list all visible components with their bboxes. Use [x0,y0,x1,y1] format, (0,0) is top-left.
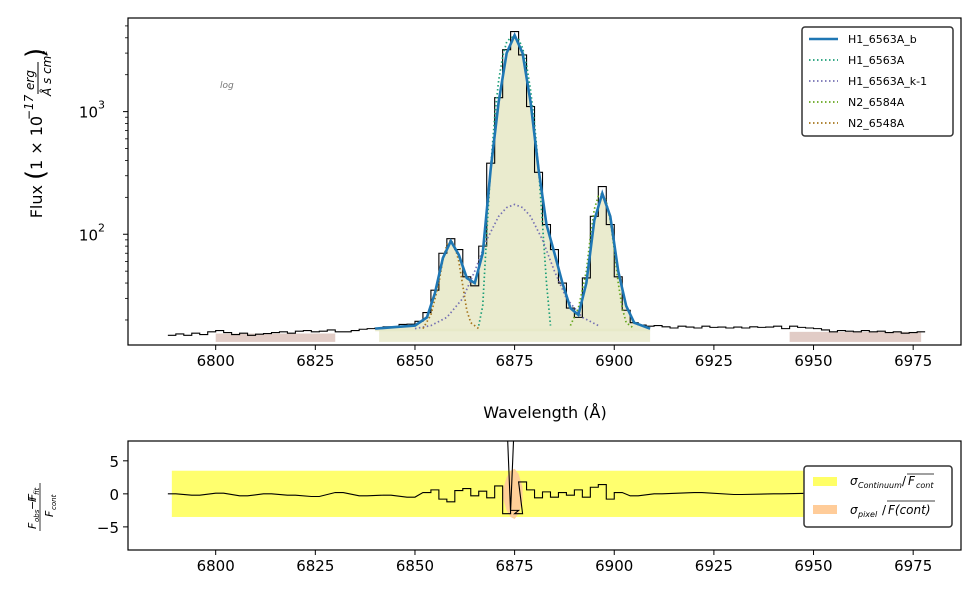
legend-swatch-pixel [813,505,837,514]
residual-legend: σ Continuum / F cont σ pixel / F(cont) [803,465,953,528]
svg-text:F: F [26,493,39,500]
svg-text:Flux: Flux [27,185,46,218]
svg-text:F(cont): F(cont) [888,503,931,517]
pixel-sigma-band [502,468,523,519]
residual-x-ticks: 6800 6825 6850 6875 6900 6925 6950 6975 [197,550,932,575]
svg-text:(: ( [21,170,51,180]
main-x-ticks: 6800 6825 6850 6875 6900 6925 6950 6975 [197,345,932,370]
legend-label: H1_6563A_b [848,33,917,46]
legend-label-pixel: σ pixel / F(cont) [850,500,935,519]
svg-text:1 × 10: 1 × 10 [27,116,46,170]
svg-text:F: F [26,522,39,529]
x-tick-label: 6925 [695,557,733,575]
x-tick-label: 6800 [197,352,235,370]
continuum-band [215,333,336,342]
x-tick-label: 6925 [695,352,733,370]
svg-text:Å s cm²: Å s cm² [39,51,54,97]
x-tick-label: 6975 [894,352,932,370]
x-tick-label: 6825 [296,557,334,575]
x-tick-label: 6900 [595,352,633,370]
continuum-band [789,331,922,342]
x-tick-label: 6850 [396,557,434,575]
legend-swatch-continuum [813,477,837,486]
fit-series [375,31,651,330]
series-h1-6563a-k-1 [414,203,599,330]
main-legend-box [801,26,954,137]
legend-label: H1_6563A [848,54,905,67]
svg-text:σ: σ [850,503,858,517]
x-tick-label: 6850 [396,352,434,370]
x-tick-label: 6875 [496,352,534,370]
line-fill-area [375,35,651,332]
y-axis-label: Flux ( 1 × 10 −17 erg Å s cm² ) [21,48,54,218]
x-tick-label: 6875 [496,557,534,575]
continuum-band [379,328,651,342]
legend-label: N2_6584A [848,96,905,109]
main-legend: H1_6563A_b H1_6563A H1_6563A_k-1 N2_6584A N2… [801,26,954,137]
svg-text:fit: fit [33,487,41,495]
main-frame [127,17,962,346]
legend-label-continuum: σ Continuum / F cont [850,473,934,490]
svg-text:F: F [26,495,39,502]
observed-step-line [167,30,926,336]
svg-text:σ: σ [850,474,858,488]
observed-spectrum [167,30,926,336]
residual-y-tick-label: 0 [109,486,119,504]
svg-text:Continuum: Continuum [858,481,902,490]
y-tick-label-base: 10 [79,226,98,244]
svg-text:cont: cont [50,494,58,510]
x-tick-label: 6975 [894,557,932,575]
y-tick-label-exp: 2 [98,221,105,234]
svg-text:F: F [908,474,916,488]
series-h1-6563a-b [375,31,651,330]
log-annotation: log [220,81,234,91]
x-tick-label: 6800 [197,557,235,575]
legend-label: H1_6563A_k-1 [848,75,927,88]
y-tick-label-exp: 3 [98,99,105,112]
residual-y-tick-label: 5 [109,453,119,471]
residual-y-axis-label: F F obs − F fit F cont [26,483,58,531]
svg-text:): ) [21,48,51,58]
y-tick-label-base: 10 [79,104,98,122]
svg-text:obs: obs [33,509,41,522]
x-tick-label: 6950 [794,557,832,575]
svg-text:F: F [43,510,56,517]
legend-label: N2_6548A [848,117,905,130]
residual-frame [127,440,962,551]
svg-text:pixel: pixel [857,510,878,519]
continuum-bands [215,328,922,342]
residual-line [167,441,926,515]
svg-text:/: / [902,474,907,488]
svg-text:/: / [882,503,887,517]
x-tick-label: 6950 [794,352,832,370]
residual-legend-box [803,465,953,528]
residual-panel: 6800 6825 6850 6875 6900 6925 6950 6975 −5 0 5 σ … [26,440,962,575]
residual-step-line [167,441,926,515]
series-n2-6548a [422,238,480,330]
x-tick-label: 6825 [296,352,334,370]
svg-text:−17: −17 [22,94,36,120]
svg-text:−: − [26,501,39,510]
residual-y-tick-label: −5 [97,519,119,537]
x-tick-label: 6900 [595,557,633,575]
x-axis-label: Wavelength (Å) [483,403,606,422]
line-fill [375,35,651,332]
svg-text:erg: erg [23,70,37,90]
svg-text:cont: cont [916,481,934,490]
residual-y-ticks: −5 0 5 [97,453,128,537]
